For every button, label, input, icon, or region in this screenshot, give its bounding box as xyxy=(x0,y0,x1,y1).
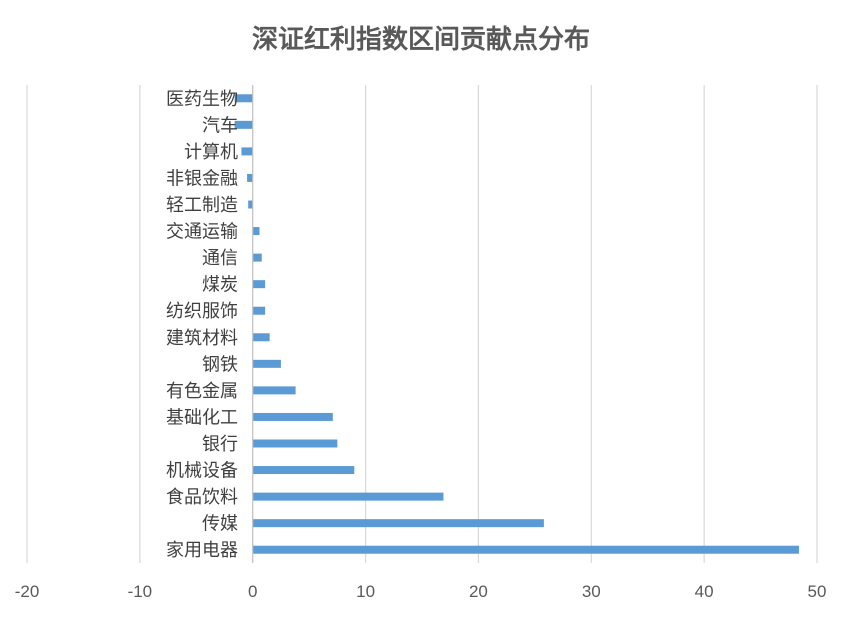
gridlines xyxy=(26,85,818,563)
bar-6 xyxy=(252,386,296,395)
bar-12 xyxy=(252,227,260,236)
category-label: 建筑材料 xyxy=(166,328,238,349)
x-tick-label: 10 xyxy=(356,582,375,601)
category-label: 钢铁 xyxy=(202,354,238,375)
bars xyxy=(234,94,799,554)
category-label: 基础化工 xyxy=(166,407,238,428)
category-label: 煤炭 xyxy=(202,275,238,296)
category-label: 纺织服饰 xyxy=(166,301,238,322)
category-label: 非银金融 xyxy=(166,168,238,189)
category-label: 食品饮料 xyxy=(166,487,238,508)
category-labels: 家用电器 传媒 食品饮料 机械设备 银行 基础化工 有色金属 钢铁 建筑材料 纺织服饰 煤炭 通信 交通… xyxy=(166,89,238,561)
bar-3 xyxy=(252,466,355,475)
bar-17 xyxy=(234,94,253,103)
bar-14 xyxy=(247,173,253,182)
x-tick-labels: -20 -10 0 10 20 30 40 50 xyxy=(15,582,827,601)
bar-8 xyxy=(252,333,270,342)
bar-4 xyxy=(252,439,338,448)
category-label: 计算机 xyxy=(184,142,238,163)
bar-10 xyxy=(252,280,266,289)
x-tick-label: 50 xyxy=(808,582,827,601)
category-label: 机械设备 xyxy=(166,461,238,482)
category-label: 轻工制造 xyxy=(166,195,238,216)
category-label: 汽车 xyxy=(202,115,238,136)
category-label: 传媒 xyxy=(202,514,238,535)
bar-2 xyxy=(252,492,444,501)
x-tick-label: 40 xyxy=(695,582,714,601)
x-tick-label: -20 xyxy=(15,582,40,601)
bar-9 xyxy=(252,306,266,315)
category-label: 有色金属 xyxy=(166,381,238,402)
x-tick-label: 30 xyxy=(582,582,601,601)
bar-1 xyxy=(252,519,544,528)
bar-15 xyxy=(241,147,253,156)
chart-title: 深证红利指数区间贡献点分布 xyxy=(252,24,590,55)
bar-5 xyxy=(252,412,333,421)
category-label: 家用电器 xyxy=(166,540,238,561)
category-label: 医药生物 xyxy=(166,89,238,110)
category-label: 通信 xyxy=(202,248,238,269)
x-tick-label: 0 xyxy=(248,582,257,601)
x-tick-label: -10 xyxy=(128,582,153,601)
bar-11 xyxy=(252,253,262,262)
bar-13 xyxy=(248,200,253,209)
bar-0 xyxy=(252,545,799,554)
category-label: 银行 xyxy=(202,434,238,455)
x-tick-label: 20 xyxy=(469,582,488,601)
category-label: 交通运输 xyxy=(166,222,238,243)
bar-16 xyxy=(234,120,253,129)
bar-7 xyxy=(252,359,281,368)
